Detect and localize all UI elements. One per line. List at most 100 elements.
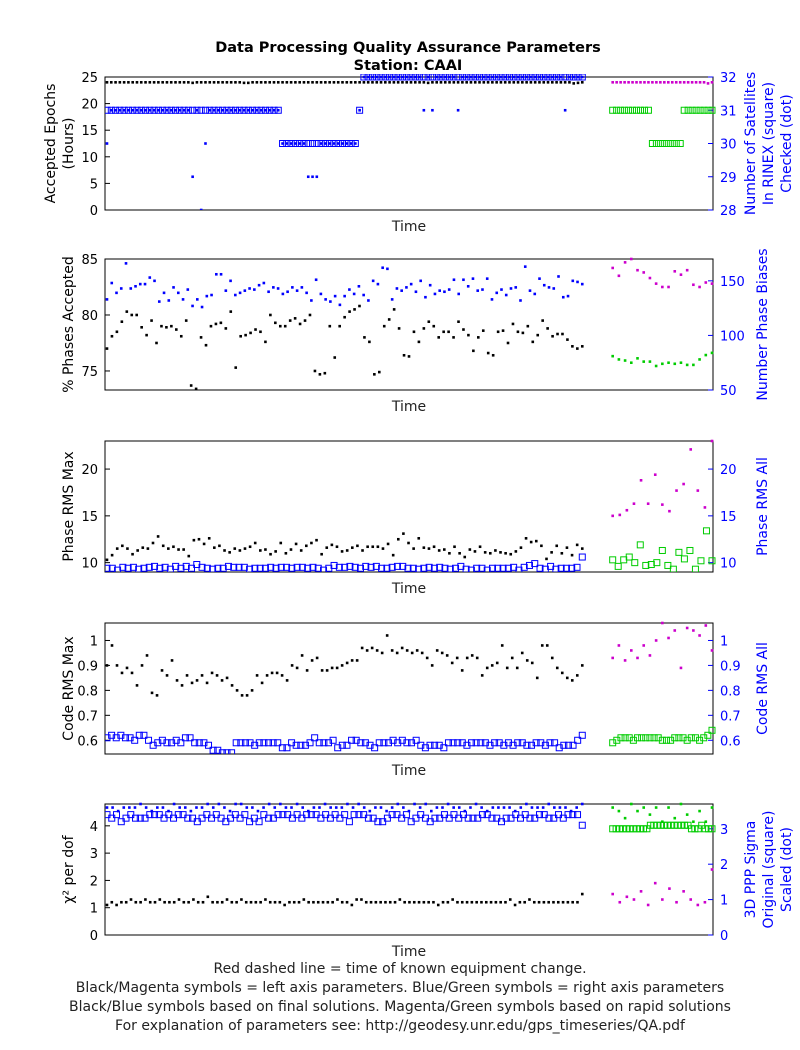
data-point-square [660, 140, 668, 147]
data-point-dot [134, 284, 137, 288]
data-point-dot [580, 802, 584, 806]
data-point-square [205, 741, 213, 749]
data-point-square [154, 739, 162, 747]
data-point-dot [417, 537, 421, 540]
data-point-dot [295, 289, 299, 292]
plot-frame [104, 258, 714, 391]
marker-layer [105, 257, 714, 390]
data-point-dot [262, 281, 266, 285]
data-point-dot [273, 806, 277, 809]
data-point-square [467, 566, 475, 572]
series-rapid_right-dot [611, 351, 714, 368]
data-point-dot [463, 809, 467, 813]
data-point-dot [211, 900, 214, 904]
x-axis-label: Time [391, 399, 426, 415]
data-point-dot [448, 81, 451, 84]
data-point-dot [217, 802, 221, 806]
data-point-dot [568, 75, 571, 79]
data-point-dot [244, 900, 248, 904]
data-point-dot [426, 75, 430, 79]
data-point-square [636, 541, 644, 549]
chart-panel-code_rms: 0.6 0.7 0.8 0.9 1 0.6 0.7 0.8 0.9 1 Time Code RMS M… [61, 621, 771, 779]
data-point-dot [143, 282, 147, 286]
data-point-dot [314, 278, 318, 282]
data-point-dot [276, 81, 280, 84]
data-point-dot [679, 361, 683, 365]
data-point-dot [427, 547, 431, 550]
data-point-dot [212, 108, 216, 112]
data-point-square [431, 741, 439, 749]
data-point-square [374, 818, 382, 826]
data-point-dot [119, 287, 123, 290]
data-point-dot [312, 900, 315, 904]
data-point-square [121, 734, 129, 742]
data-point-square [329, 736, 337, 744]
data-point-dot [431, 81, 434, 84]
data-point-dot [350, 903, 354, 907]
data-point-dot [284, 551, 288, 555]
data-point-dot [315, 81, 319, 84]
data-point-square [260, 811, 268, 819]
data-point-dot [115, 664, 119, 667]
data-point-dot [259, 900, 262, 904]
data-point-dot [187, 108, 190, 112]
data-point-square [288, 814, 296, 822]
data-point-dot [370, 646, 374, 650]
data-point-square [621, 734, 629, 742]
data-point-square [355, 811, 363, 819]
data-point-dot [326, 900, 330, 904]
data-point-dot [556, 900, 560, 904]
data-point-dot [229, 108, 233, 112]
data-point-dot [560, 551, 564, 555]
data-point-dot [170, 324, 173, 328]
data-point-square [200, 739, 208, 747]
data-point-dot [631, 81, 634, 84]
data-point-square [235, 563, 243, 571]
data-point-square [301, 741, 309, 749]
data-point-square [431, 814, 439, 822]
data-point-dot [576, 900, 579, 904]
data-point-dot [546, 327, 549, 330]
data-point-dot [182, 108, 186, 112]
data-point-dot [116, 809, 120, 813]
data-point-square [135, 731, 143, 739]
data-point-square [629, 736, 637, 744]
data-point-dot [430, 664, 434, 667]
data-point-square [537, 739, 545, 747]
data-point-dot [572, 75, 576, 79]
data-point-dot [437, 336, 441, 339]
data-point-dot [120, 900, 123, 904]
right-tick-label: 2 [720, 858, 728, 873]
data-point-square [430, 564, 438, 572]
data-point-dot [360, 898, 363, 901]
data-point-dot [340, 900, 344, 904]
right-axis-label: Code RMS All [755, 642, 771, 735]
data-point-dot [194, 387, 198, 390]
data-point-dot [484, 900, 488, 904]
data-point-dot [546, 75, 550, 79]
data-point-dot [276, 287, 280, 290]
data-point-dot [623, 816, 627, 820]
data-point-dot [565, 676, 569, 680]
series-final_left-dot [105, 892, 584, 907]
data-point-dot [299, 549, 303, 552]
data-point-square [117, 731, 125, 739]
data-point-dot [269, 313, 272, 317]
data-point-dot [525, 802, 528, 806]
data-point-square [458, 739, 466, 747]
data-point-dot [491, 75, 494, 79]
data-point-dot [639, 81, 642, 84]
data-point-dot [418, 806, 422, 809]
data-point-dot [477, 336, 480, 339]
data-point-dot [412, 547, 415, 550]
data-point-dot [275, 671, 279, 675]
data-point-dot [259, 81, 263, 84]
data-point-dot [422, 81, 426, 84]
data-point-square [644, 106, 652, 114]
right-tick-label: 32 [720, 71, 737, 86]
data-point-dot [340, 806, 344, 809]
data-point-dot [312, 806, 316, 809]
data-point-square [140, 731, 148, 739]
data-point-square [203, 811, 211, 819]
data-point-dot [413, 75, 417, 79]
